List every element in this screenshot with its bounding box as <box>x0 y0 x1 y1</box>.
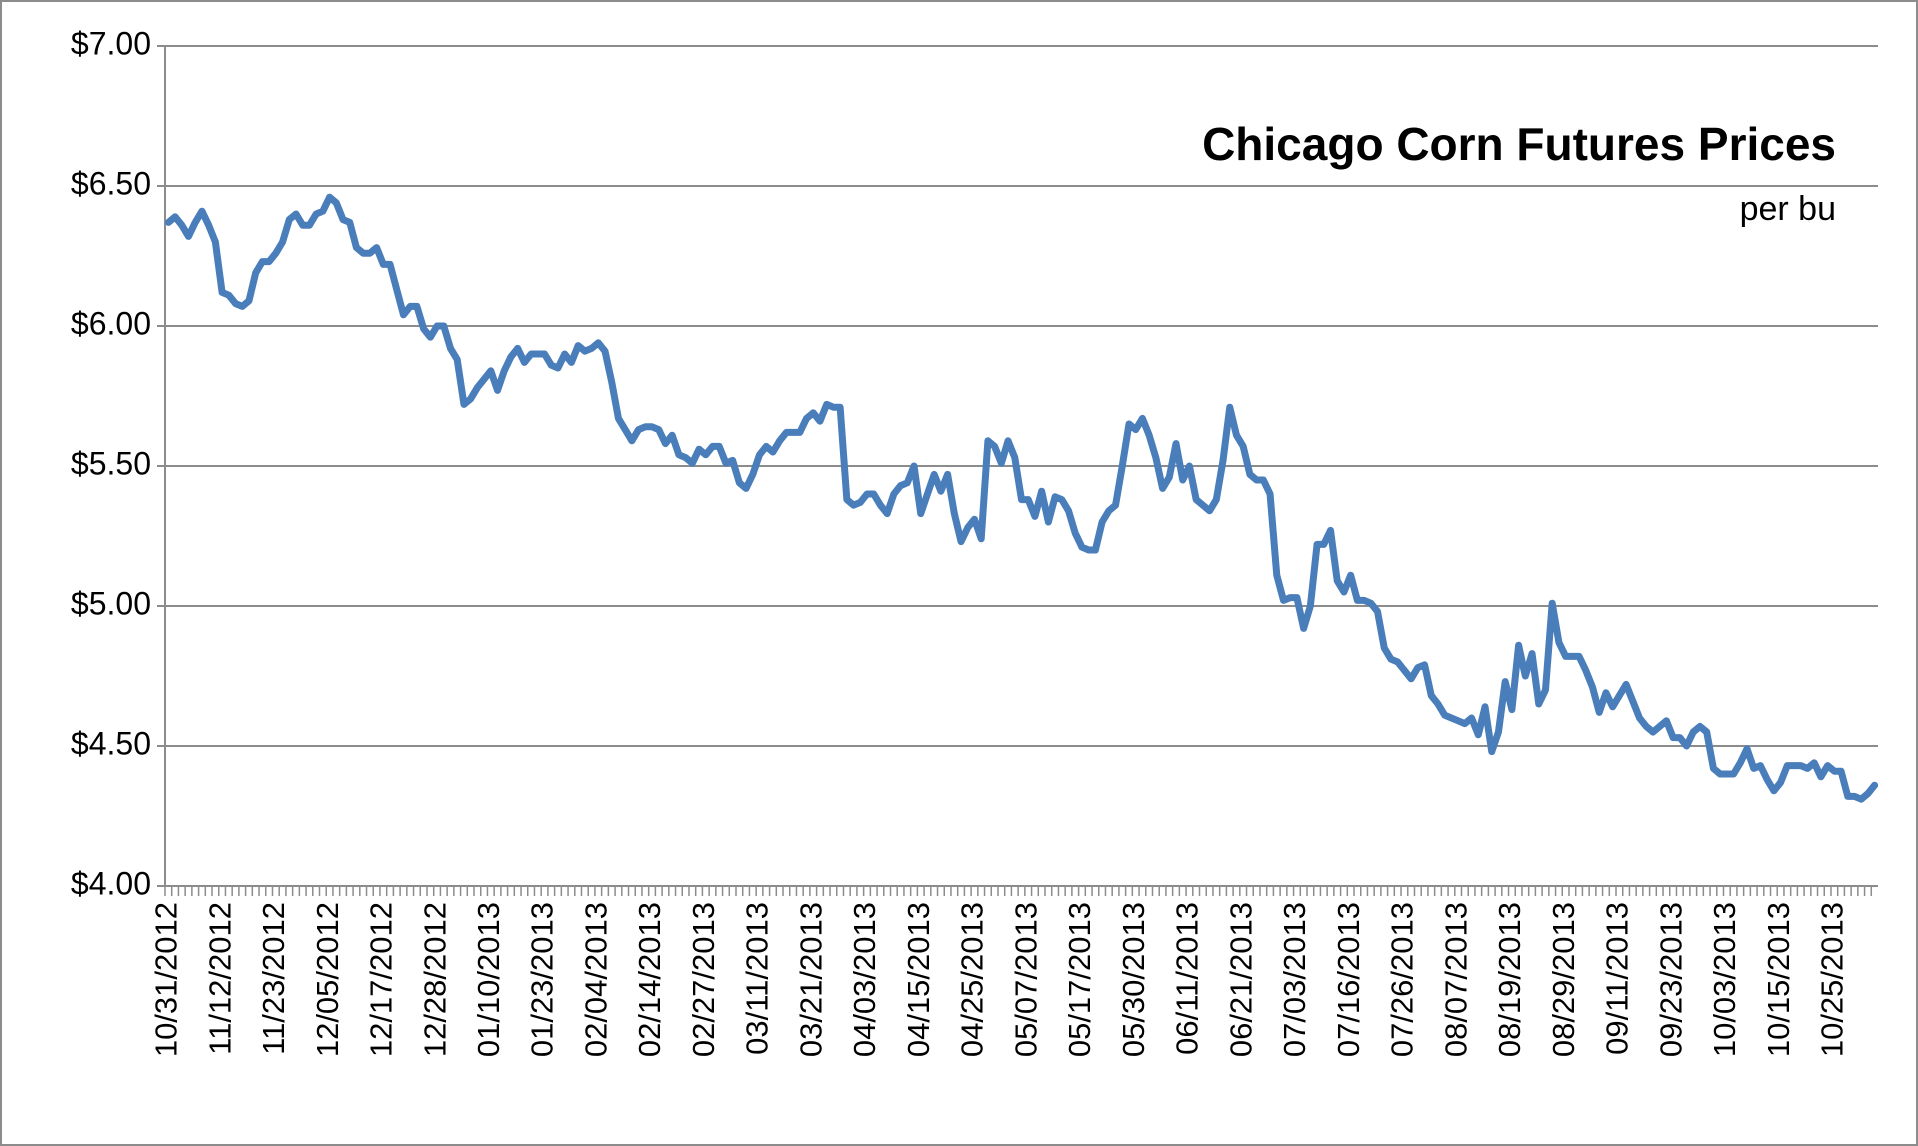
y-tick-label: $5.50 <box>71 445 151 481</box>
x-tick-label: 12/05/2012 <box>310 902 345 1057</box>
x-tick-label: 06/21/2013 <box>1223 902 1258 1057</box>
x-tick-label: 09/11/2013 <box>1600 902 1635 1055</box>
chart-title: Chicago Corn Futures Prices <box>1202 118 1836 170</box>
y-tick-label: $6.50 <box>71 165 151 201</box>
x-tick-label: 07/16/2013 <box>1331 902 1366 1057</box>
y-tick-label: $7.00 <box>71 25 151 61</box>
x-tick-label: 09/23/2013 <box>1653 902 1688 1057</box>
x-tick-label: 05/17/2013 <box>1062 902 1097 1057</box>
y-tick-label: $4.50 <box>71 725 151 761</box>
x-tick-label: 10/25/2013 <box>1815 902 1850 1057</box>
x-tick-label: 11/23/2012 <box>256 902 291 1055</box>
x-tick-label: 11/12/2012 <box>202 902 237 1055</box>
x-tick-label: 02/04/2013 <box>578 902 613 1057</box>
x-tick-label: 12/17/2012 <box>364 902 399 1057</box>
y-tick-label: $5.00 <box>71 585 151 621</box>
x-tick-label: 05/07/2013 <box>1008 902 1043 1057</box>
chart-subtitle: per bu <box>1740 190 1836 228</box>
x-tick-label: 04/15/2013 <box>901 902 936 1057</box>
x-tick-label: 08/29/2013 <box>1546 902 1581 1057</box>
x-tick-label: 10/15/2013 <box>1761 902 1796 1057</box>
x-tick-label: 08/07/2013 <box>1438 902 1473 1057</box>
x-tick-label: 05/30/2013 <box>1116 902 1151 1057</box>
x-tick-label: 08/19/2013 <box>1492 902 1527 1057</box>
x-tick-label: 10/03/2013 <box>1707 902 1742 1057</box>
x-tick-label: 03/21/2013 <box>793 902 828 1057</box>
x-tick-label: 12/28/2012 <box>417 902 452 1057</box>
x-tick-label: 02/14/2013 <box>632 902 667 1057</box>
y-tick-label: $4.00 <box>71 865 151 901</box>
x-tick-label: 04/03/2013 <box>847 902 882 1057</box>
x-tick-label: 02/27/2013 <box>686 902 721 1057</box>
price-line <box>164 193 1879 803</box>
x-tick-label: 01/10/2013 <box>471 902 506 1057</box>
x-tick-label: 07/03/2013 <box>1277 902 1312 1057</box>
y-tick-label: $6.00 <box>71 305 151 341</box>
x-tick-label: 04/25/2013 <box>955 902 990 1057</box>
x-tick-label: 07/26/2013 <box>1385 902 1420 1057</box>
x-tick-label: 10/31/2012 <box>149 902 184 1057</box>
x-tick-label: 03/11/2013 <box>740 902 775 1055</box>
x-tick-label: 01/23/2013 <box>525 902 560 1057</box>
x-tick-label: 06/11/2013 <box>1170 902 1205 1055</box>
